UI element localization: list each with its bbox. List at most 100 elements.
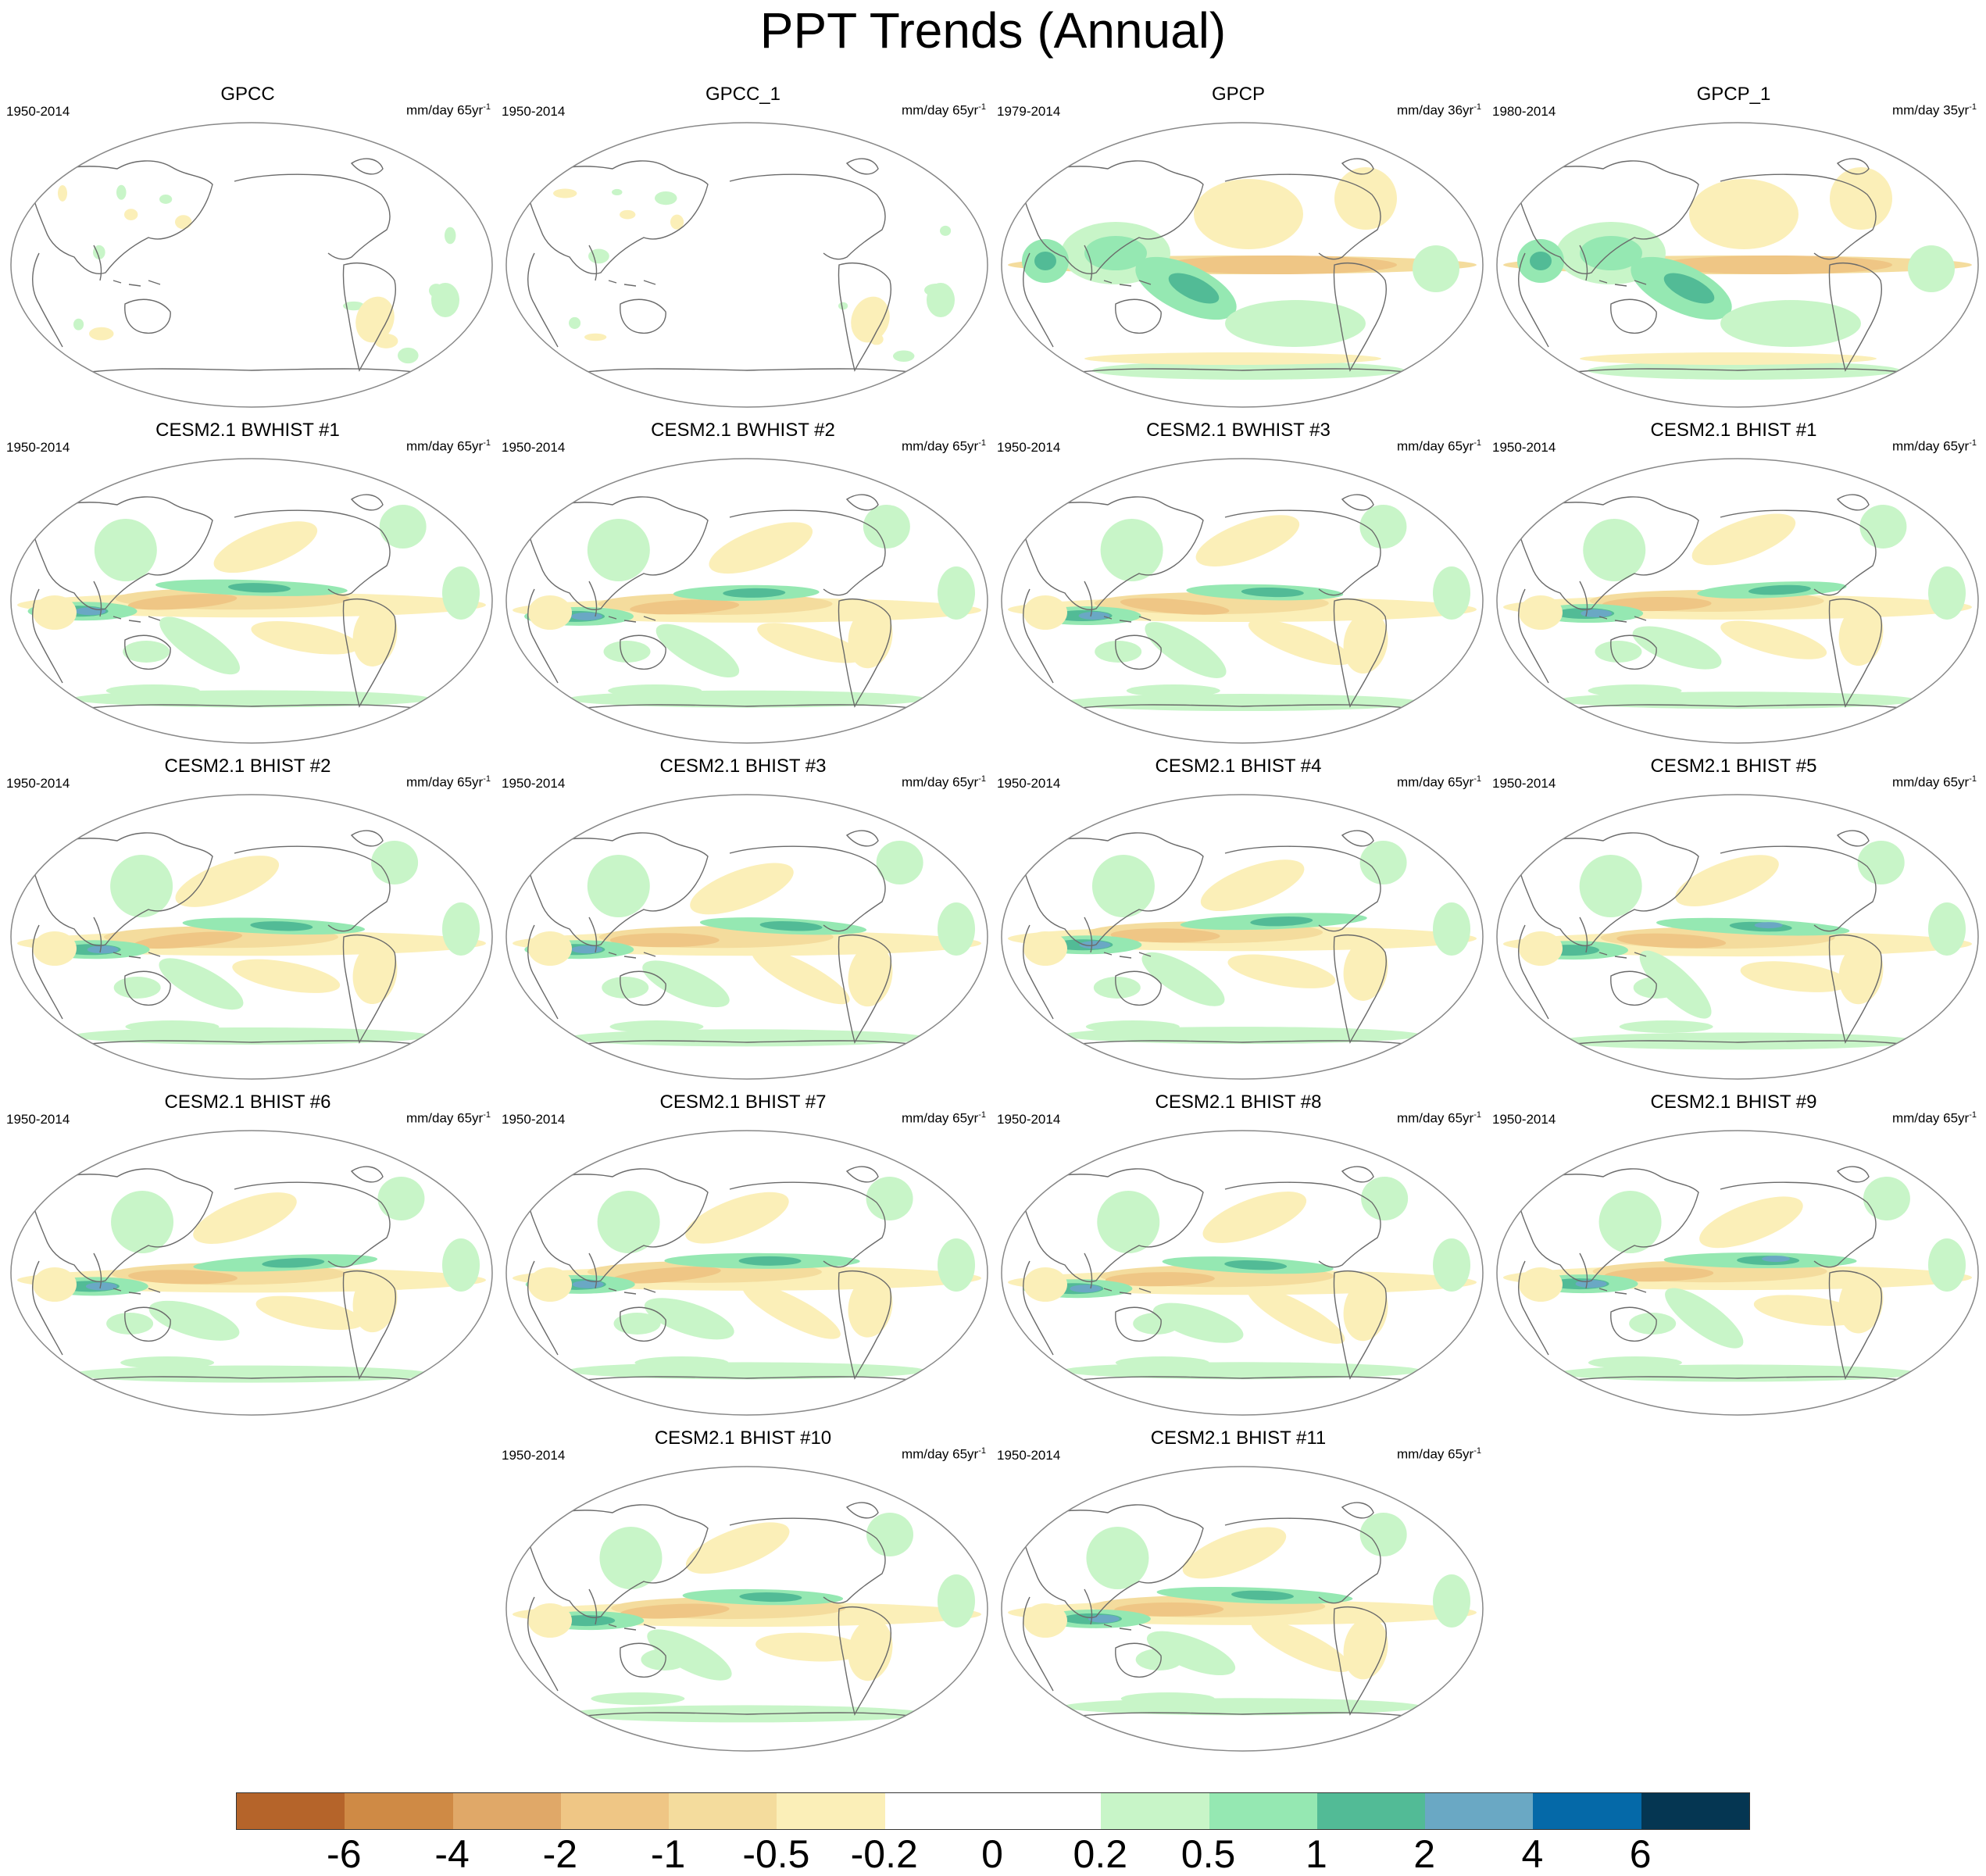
trend-field xyxy=(1008,158,1477,380)
panel-units-text: mm/day 65yr xyxy=(1396,438,1474,454)
panel-title: CESM2.1 BHIST #4 xyxy=(1155,756,1322,777)
map-background xyxy=(506,123,988,407)
panel-units-exponent: -1 xyxy=(483,1110,491,1120)
trend-blob xyxy=(1359,841,1407,884)
coastline xyxy=(1556,1040,1920,1047)
trend-blob xyxy=(123,641,170,663)
trend-blob xyxy=(938,1238,975,1292)
trend-band xyxy=(72,1365,431,1383)
coastline xyxy=(1720,173,1877,260)
trend-blob xyxy=(612,188,623,196)
coastline xyxy=(588,245,598,281)
trend-blob xyxy=(33,595,77,630)
coastline xyxy=(30,496,213,610)
trend-blob xyxy=(1334,167,1397,230)
trend-blob xyxy=(1838,942,1884,1005)
colorbar-segment xyxy=(1101,1793,1209,1829)
map-panel: CESM2.1 BHIST #2 1950-2014 mm/day 65yr-1 xyxy=(0,750,495,1085)
trend-band xyxy=(1063,1698,1422,1716)
colorbar-label: 1 xyxy=(1305,1832,1327,1876)
trend-blob xyxy=(685,1192,789,1244)
map-background xyxy=(11,123,492,407)
trend-blob xyxy=(1433,902,1470,956)
panel-period: 1950-2014 xyxy=(1492,1112,1556,1127)
trend-field xyxy=(526,158,955,375)
coastline xyxy=(113,280,161,287)
panel-period: 1950-2014 xyxy=(997,1448,1061,1463)
trend-band xyxy=(738,1256,802,1266)
trend-blob xyxy=(1225,300,1366,347)
colorbar-segment xyxy=(560,1793,670,1829)
coastline xyxy=(729,845,886,932)
coastline xyxy=(1084,1588,1093,1625)
panel-period: 1950-2014 xyxy=(997,1112,1061,1127)
trend-blob xyxy=(642,960,730,1008)
panel-units-text: mm/day 36yr xyxy=(1396,102,1474,118)
trend-blob xyxy=(1632,626,1722,670)
panel-period: 1950-2014 xyxy=(997,440,1061,455)
coastline xyxy=(838,263,891,372)
trend-blob xyxy=(1928,1238,1966,1292)
colorbar-label: -1 xyxy=(650,1832,686,1876)
panel-units: mm/day 65yr-1 xyxy=(902,1442,986,1463)
trend-band xyxy=(1084,352,1381,365)
map-panel: GPCC 1950-2014 mm/day 65yr-1 xyxy=(0,78,495,413)
panel-units: mm/day 65yr-1 xyxy=(406,1106,491,1127)
coastline xyxy=(93,581,102,617)
panel-units-text: mm/day 35yr xyxy=(1891,102,1970,118)
coastline xyxy=(620,1306,666,1342)
panel-units: mm/day 35yr-1 xyxy=(1892,98,1977,120)
trend-band xyxy=(634,1356,729,1369)
coastline xyxy=(1023,1596,1054,1692)
map-border xyxy=(505,122,988,408)
trend-blob xyxy=(1034,252,1056,270)
map-panel: CESM2.1 BWHIST #3 1950-2014 mm/day 65yr-1 xyxy=(991,414,1486,749)
coastline xyxy=(93,245,102,281)
panel-units-exponent: -1 xyxy=(978,438,986,448)
coastline xyxy=(93,917,102,953)
coastline xyxy=(527,588,559,684)
trend-band xyxy=(1085,1020,1180,1033)
trend-band xyxy=(1110,928,1220,943)
trend-blob xyxy=(838,302,848,310)
trend-blob xyxy=(1579,855,1642,917)
coastline xyxy=(234,845,391,932)
trend-blob xyxy=(1095,641,1142,663)
trend-field xyxy=(1503,158,1972,380)
panel-units: mm/day 65yr-1 xyxy=(1397,770,1481,791)
trend-blob xyxy=(938,1574,975,1628)
coastline xyxy=(1556,368,1920,375)
colorbar-segment xyxy=(992,1793,1102,1829)
trend-map xyxy=(10,794,493,1080)
coastline xyxy=(32,252,63,348)
trend-blob xyxy=(159,195,173,204)
trend-blob xyxy=(1699,1196,1803,1249)
coastline xyxy=(234,1181,391,1268)
panel-units: mm/day 65yr-1 xyxy=(1397,1106,1481,1127)
trend-band xyxy=(1120,1692,1215,1705)
trend-band xyxy=(1088,1614,1120,1623)
coastline xyxy=(1224,1181,1381,1268)
coastline xyxy=(1341,158,1374,175)
colorbar-label: -2 xyxy=(542,1832,578,1876)
coastline xyxy=(1516,496,1699,610)
trend-blob xyxy=(709,522,813,574)
panel-units-text: mm/day 65yr xyxy=(1396,1446,1474,1462)
trend-band xyxy=(1120,598,1230,615)
map-panel: GPCC_1 1950-2014 mm/day 65yr-1 xyxy=(495,78,991,413)
colorbar-segment xyxy=(1425,1793,1534,1829)
coastline xyxy=(350,1166,384,1183)
trend-blob xyxy=(175,215,192,230)
trend-field xyxy=(513,494,981,711)
panel-period: 1950-2014 xyxy=(6,440,70,455)
coastline xyxy=(1836,830,1870,847)
colorbar-segment xyxy=(345,1793,453,1829)
coastline xyxy=(1598,616,1647,623)
trend-blob xyxy=(1530,252,1552,270)
panel-units-exponent: -1 xyxy=(1969,438,1977,448)
coastline xyxy=(845,158,879,175)
trend-blob xyxy=(442,566,480,620)
coastline xyxy=(342,1270,396,1380)
trend-band xyxy=(1114,1602,1224,1617)
coastline xyxy=(1720,845,1877,932)
